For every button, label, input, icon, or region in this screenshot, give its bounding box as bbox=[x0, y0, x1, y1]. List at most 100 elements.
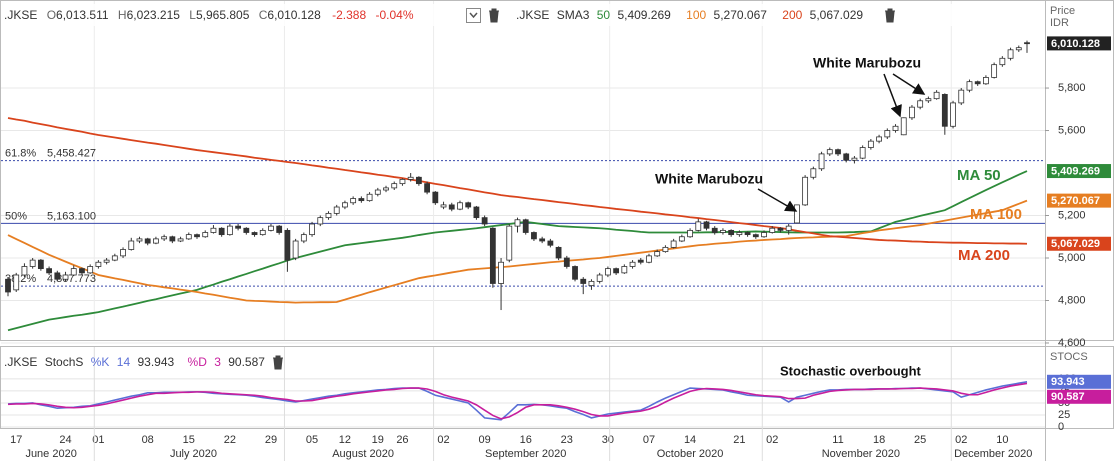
candle-body bbox=[292, 240, 299, 259]
x-tick-label: 10 bbox=[996, 434, 1008, 446]
x-tick-label: 30 bbox=[602, 434, 614, 446]
candle-body bbox=[21, 266, 28, 276]
ma-label: MA 50 bbox=[957, 167, 1001, 184]
candle-body bbox=[194, 234, 200, 238]
candle-body bbox=[70, 268, 77, 276]
candle-body bbox=[440, 204, 447, 208]
annotation: White Marubozu bbox=[655, 171, 763, 187]
candle-body bbox=[506, 225, 513, 261]
candle-body bbox=[128, 240, 135, 250]
ma-line bbox=[7, 170, 1028, 332]
trash-icon[interactable] bbox=[273, 355, 283, 370]
arrow bbox=[892, 73, 926, 95]
candle-body bbox=[210, 227, 217, 233]
fib-label: 38.2% bbox=[5, 273, 36, 285]
legend-value: 5,409.269 bbox=[617, 8, 671, 22]
candle-body bbox=[933, 91, 940, 100]
month-label: August 2020 bbox=[332, 448, 394, 460]
candle-body bbox=[383, 187, 389, 191]
trash-shape[interactable] bbox=[885, 8, 895, 23]
candle-body bbox=[1007, 49, 1014, 59]
candle-body bbox=[407, 176, 414, 180]
ohlc-legend: .JKSE O6,013.511 H6,023.215 L5,965.805 C… bbox=[4, 8, 414, 22]
legend-name: 200 bbox=[782, 8, 802, 22]
candle-body bbox=[161, 236, 168, 240]
candle-body bbox=[925, 98, 932, 102]
candle-body bbox=[54, 272, 61, 280]
trash-shape[interactable] bbox=[489, 8, 499, 23]
change: -2.388 bbox=[332, 8, 366, 22]
trash-icon[interactable] bbox=[489, 8, 499, 23]
value-badge bbox=[1047, 389, 1111, 404]
month-label: July 2020 bbox=[170, 448, 217, 460]
trash-icon[interactable] bbox=[885, 8, 895, 23]
candle-body bbox=[424, 183, 431, 193]
ma-line bbox=[7, 117, 1028, 245]
candle-body bbox=[646, 255, 652, 263]
x-tick-label: 19 bbox=[372, 434, 384, 446]
x-tick-label: 17 bbox=[10, 434, 22, 446]
grid-layer: 4,6004,8005,0005,2005,6005,8000255075100… bbox=[1, 1, 1086, 461]
candle-body bbox=[662, 246, 669, 253]
legend-name: %D bbox=[188, 355, 208, 369]
candle-body bbox=[259, 229, 266, 236]
candle-body bbox=[909, 106, 915, 119]
legend-value: 5,067.029 bbox=[810, 8, 864, 22]
candle-body bbox=[859, 147, 866, 159]
candle-body bbox=[473, 206, 480, 219]
annotations: White Marubozu White Marubozu MA 50 MA 1… bbox=[655, 55, 1022, 379]
ohlc-value: 6,013.511 bbox=[56, 8, 109, 22]
candle-body bbox=[876, 136, 882, 142]
value-badge bbox=[1047, 374, 1111, 389]
fib-value: 5,163.100 bbox=[47, 210, 96, 222]
indicator-symbol: .JKSE bbox=[516, 8, 549, 22]
candle-body bbox=[917, 100, 924, 108]
candle-body bbox=[958, 89, 965, 104]
x-tick-label: 23 bbox=[561, 434, 573, 446]
legend-value: 5,270.067 bbox=[714, 8, 768, 22]
axis-title: Price bbox=[1050, 5, 1075, 17]
candle-body bbox=[358, 198, 365, 202]
candle-body bbox=[317, 217, 324, 225]
value-badge bbox=[1047, 193, 1111, 208]
ma-line bbox=[7, 199, 1028, 304]
candle-body bbox=[604, 268, 611, 276]
stoch-legend: .JKSE StochS %K 14 93.943 %D 3 90.587 bbox=[4, 355, 265, 369]
candle-body bbox=[218, 227, 225, 236]
trash-shape[interactable] bbox=[273, 355, 283, 370]
candle-body bbox=[448, 204, 455, 210]
legend-param: 3 bbox=[214, 355, 221, 369]
main-header: .JKSE O6,013.511 H6,023.215 L5,965.805 C… bbox=[1, 4, 1044, 26]
candle-body bbox=[374, 189, 381, 195]
ohlc-letter: H bbox=[118, 8, 127, 22]
symbol: .JKSE bbox=[4, 8, 37, 22]
candle-body bbox=[457, 202, 463, 210]
dropdown-icon[interactable] bbox=[466, 8, 481, 23]
badge-label: 5,270.067 bbox=[1051, 195, 1100, 207]
candle-body bbox=[826, 149, 833, 155]
candle-body bbox=[654, 251, 661, 257]
arrow bbox=[757, 188, 798, 212]
x-tick-label: 18 bbox=[873, 434, 885, 446]
x-tick-label: 22 bbox=[224, 434, 236, 446]
candle-body bbox=[153, 238, 159, 244]
candle-body bbox=[202, 232, 209, 238]
candle-body bbox=[144, 238, 151, 244]
candle-body bbox=[350, 198, 357, 204]
dropdown-box[interactable] bbox=[466, 8, 481, 23]
candle-body bbox=[46, 268, 52, 274]
x-tick-label: 09 bbox=[479, 434, 491, 446]
x-tick-label: 14 bbox=[684, 434, 696, 446]
badge-label: 93.943 bbox=[1051, 376, 1085, 388]
candle-body bbox=[785, 225, 792, 231]
candle-body bbox=[563, 257, 570, 267]
candle-body bbox=[802, 176, 809, 206]
candle-body bbox=[670, 240, 677, 248]
x-tick-label: 02 bbox=[955, 434, 967, 446]
candle-body bbox=[498, 261, 504, 284]
x-tick-label: 11 bbox=[832, 434, 843, 446]
badge-label: 5,409.269 bbox=[1051, 165, 1100, 177]
fib-label: 61.8% bbox=[5, 148, 36, 160]
candle-body bbox=[489, 227, 496, 284]
x-tick-label: 24 bbox=[59, 434, 71, 446]
